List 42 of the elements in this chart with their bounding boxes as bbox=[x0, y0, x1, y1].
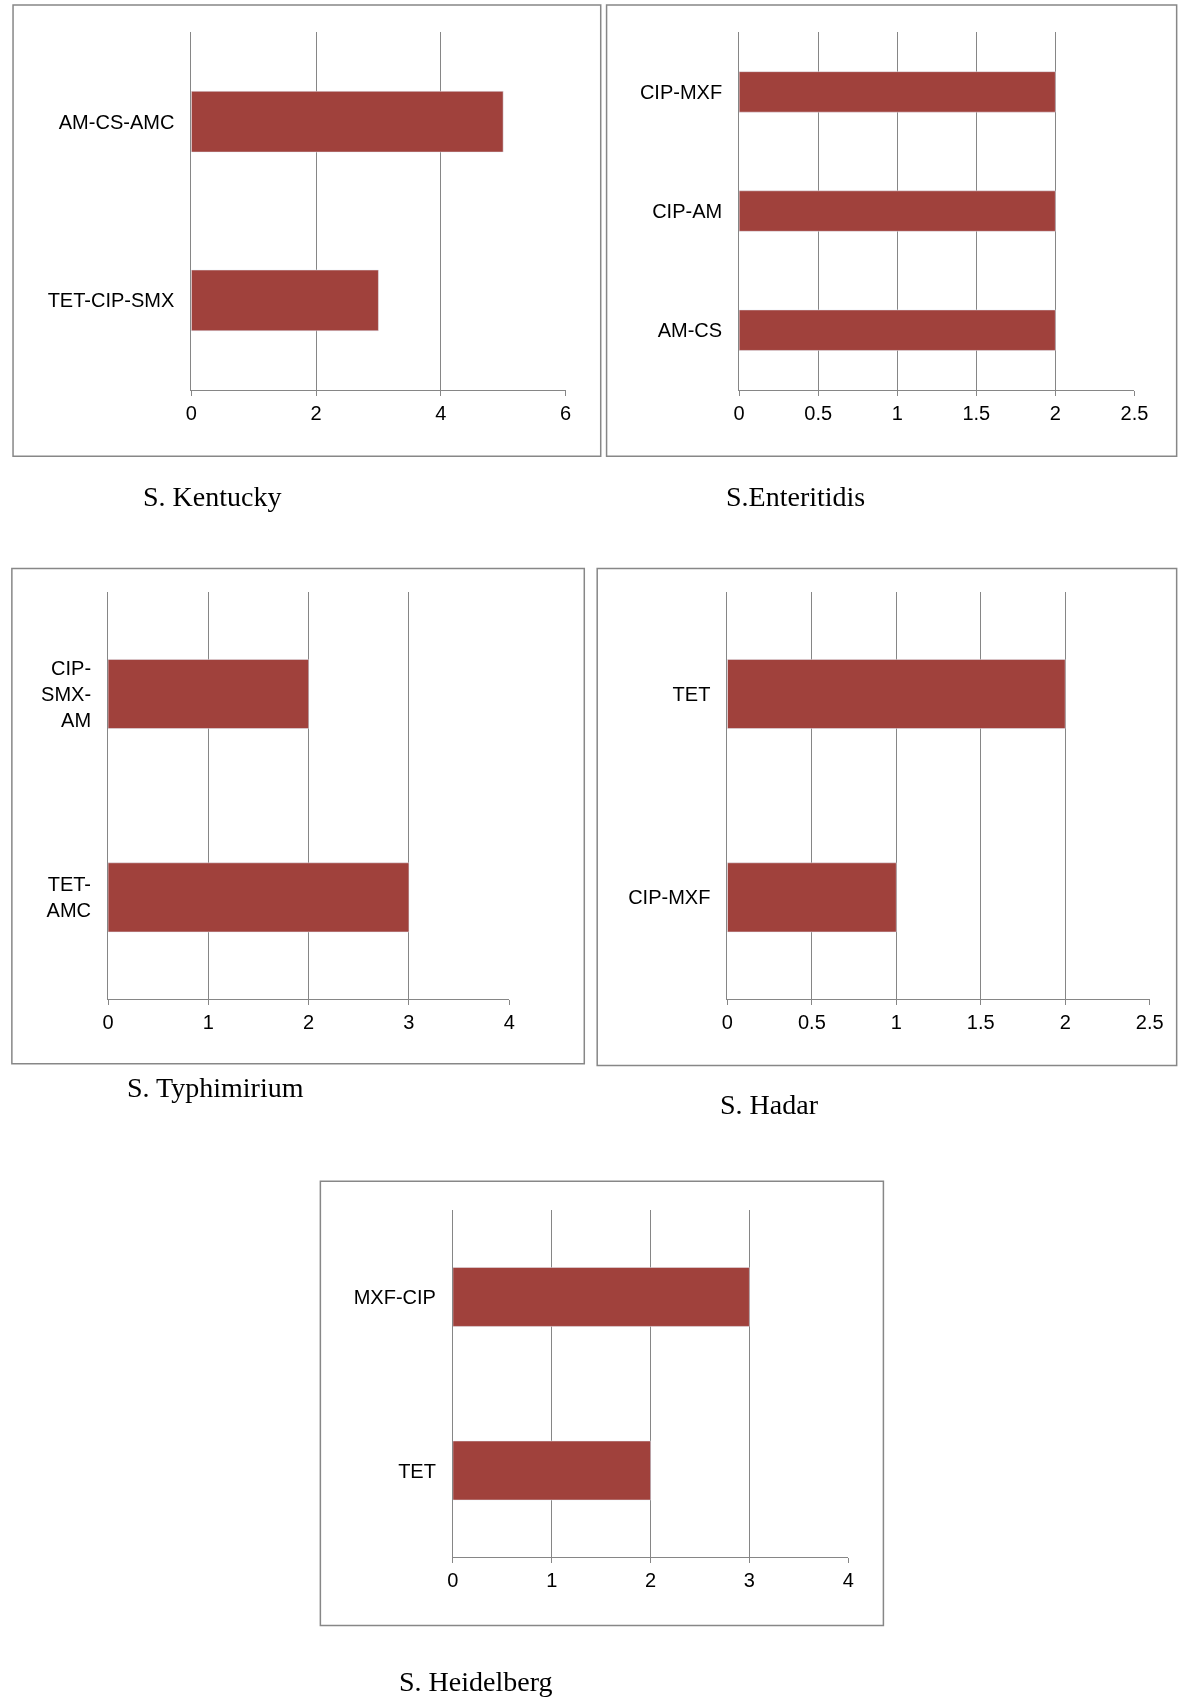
y-tick-label: TET bbox=[672, 682, 711, 705]
x-tick-label: 1 bbox=[546, 1569, 558, 1592]
x-tick-label: 1.5 bbox=[962, 401, 991, 424]
x-tick-label: 3 bbox=[743, 1569, 755, 1592]
text: S. Kentucky bbox=[143, 481, 282, 512]
x-tick-label: 1.5 bbox=[966, 1011, 995, 1034]
y-tick-label: CIP- SMX- AM bbox=[41, 656, 92, 731]
text: S. Heidelberg bbox=[399, 1666, 553, 1697]
x-tick-label: 0 bbox=[447, 1569, 459, 1592]
x-tick-label: 6 bbox=[559, 401, 572, 424]
x-tick-label: 1 bbox=[891, 401, 903, 424]
y-tick-label: CIP-AM bbox=[652, 200, 723, 223]
text: S. Hadar bbox=[720, 1089, 819, 1120]
x-tick-label: 2 bbox=[1059, 1011, 1071, 1034]
x-tick-label: 0 bbox=[721, 1011, 733, 1034]
x-tick-label: 0 bbox=[185, 401, 197, 424]
y-tick-label: TET-CIP-SMX bbox=[47, 289, 175, 312]
y-tick-label: CIP-MXF bbox=[639, 80, 723, 103]
text: S.Enteritidis bbox=[726, 481, 866, 512]
y-tick-label: TET bbox=[398, 1459, 436, 1482]
x-tick-label: 0 bbox=[102, 1011, 114, 1034]
x-tick-label: 2 bbox=[303, 1011, 315, 1034]
y-tick-label: CIP-MXF bbox=[628, 886, 711, 909]
x-tick-label: 0.5 bbox=[797, 1011, 826, 1034]
y-tick-label: AM-CS-AMC bbox=[58, 110, 175, 133]
text: S. Typhimirium bbox=[127, 1072, 304, 1103]
y-tick-label: TET- AMC bbox=[46, 873, 92, 922]
x-tick-label: 2 bbox=[645, 1569, 657, 1592]
x-tick-label: 3 bbox=[403, 1011, 415, 1034]
x-tick-label: 1 bbox=[202, 1011, 214, 1034]
x-tick-label: 0.5 bbox=[804, 401, 833, 424]
x-tick-label: 4 bbox=[503, 1011, 515, 1034]
x-tick-label: 4 bbox=[435, 401, 447, 424]
x-tick-label: 0 bbox=[733, 401, 745, 424]
x-tick-label: 4 bbox=[842, 1569, 854, 1592]
x-tick-label: 2 bbox=[1049, 401, 1061, 424]
y-tick-label: MXF-CIP bbox=[353, 1285, 436, 1308]
y-tick-label: AM-CS bbox=[657, 319, 723, 342]
x-tick-label: 2 bbox=[310, 401, 322, 424]
x-tick-label: 2.5 bbox=[1120, 401, 1149, 424]
x-tick-label: 2.5 bbox=[1135, 1011, 1164, 1034]
x-tick-label: 1 bbox=[890, 1011, 902, 1034]
